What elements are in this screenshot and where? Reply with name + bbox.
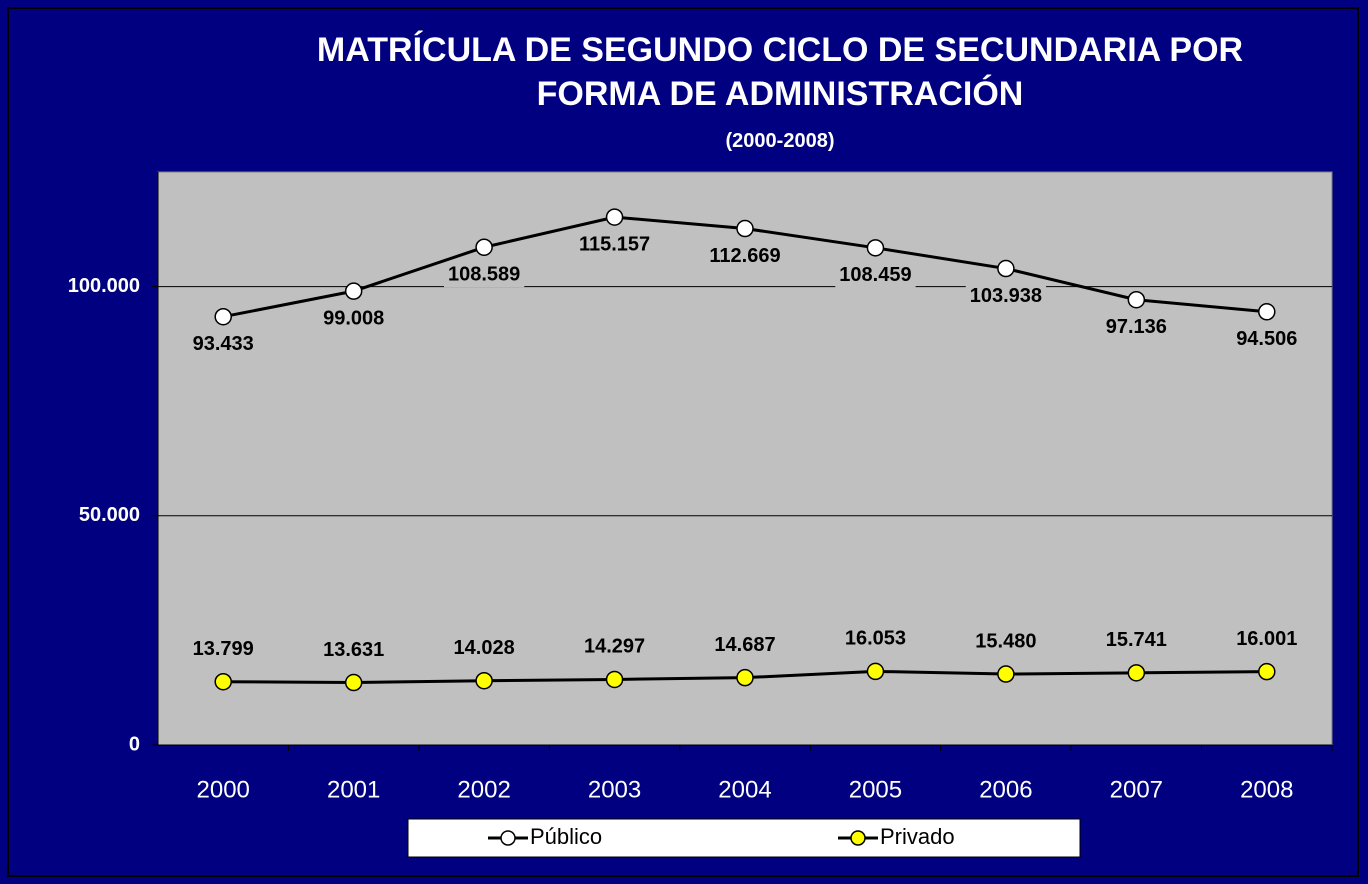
chart-border — [7, 7, 1359, 877]
point — [866, 662, 885, 681]
data-label: 99.008 — [323, 307, 384, 329]
x-tick-label: 2003 — [588, 776, 641, 803]
data-label: 15.741 — [1106, 629, 1167, 651]
x-tick-label: 2007 — [1110, 776, 1163, 803]
data-label: 94.506 — [1236, 328, 1297, 350]
legend-marker — [850, 830, 866, 846]
data-label: 15.480 — [975, 630, 1036, 652]
point — [866, 239, 885, 257]
data-label-bg — [319, 307, 389, 332]
point — [344, 282, 363, 300]
y-tick-label: 50.000 — [79, 504, 140, 526]
point — [475, 671, 493, 690]
point — [736, 219, 754, 238]
data-label-bg — [1232, 327, 1302, 352]
data-label-bg — [188, 637, 258, 662]
point — [214, 307, 232, 326]
point — [475, 238, 493, 256]
point — [997, 259, 1015, 278]
data-label-bg — [705, 244, 785, 269]
data-label: 93.433 — [193, 333, 254, 355]
data-label-bg — [1101, 315, 1171, 340]
data-label: 14.687 — [714, 634, 775, 656]
data-label: 14.297 — [584, 636, 645, 658]
data-label: 103.938 — [970, 285, 1042, 307]
y-tick-label: 100.000 — [68, 275, 140, 297]
point — [214, 672, 232, 691]
data-label-bg — [965, 284, 1047, 309]
data-label: 16.053 — [845, 628, 906, 650]
data-label-bg — [319, 638, 389, 663]
x-tick-label: 2002 — [457, 776, 510, 803]
x-tick-label: 2005 — [849, 776, 902, 803]
point — [1127, 290, 1146, 309]
legend-label: Privado — [880, 824, 955, 849]
x-tick-label: 2000 — [197, 776, 250, 803]
x-tick-label: 2008 — [1240, 776, 1293, 803]
data-label-bg — [449, 636, 519, 661]
data-label-bg — [443, 263, 525, 288]
data-label-bg — [1101, 628, 1171, 653]
data-label: 97.136 — [1106, 316, 1167, 338]
point — [736, 668, 754, 687]
data-label-bg — [971, 630, 1041, 655]
chart-title: MATRÍCULA DE SEGUNDO CICLO DE SECUNDARIA… — [316, 31, 1244, 113]
legend-label: Público — [530, 824, 602, 849]
data-label-bg — [1232, 627, 1302, 652]
point — [605, 208, 624, 226]
data-label: 14.028 — [454, 637, 515, 659]
data-label-bg — [579, 635, 650, 660]
data-label: 108.589 — [448, 264, 520, 286]
data-label-bg — [835, 263, 916, 288]
point — [1258, 662, 1276, 681]
data-label-bg — [710, 633, 780, 658]
data-label-bg — [188, 332, 258, 357]
data-label: 13.631 — [323, 639, 384, 661]
data-label: 13.799 — [193, 638, 254, 660]
x-tick-label: 2004 — [718, 776, 771, 803]
data-label-bg — [574, 233, 655, 258]
chart-subtitle: (2000-2008) — [725, 130, 835, 152]
point — [605, 670, 624, 689]
x-tick-label: 2006 — [979, 776, 1032, 803]
x-tick-label: 2001 — [327, 776, 380, 803]
point — [1127, 664, 1146, 682]
data-label: 115.157 — [579, 233, 650, 255]
legend-marker — [500, 830, 516, 846]
point — [997, 665, 1015, 683]
point — [1258, 303, 1276, 321]
data-label: 112.669 — [709, 245, 780, 267]
y-tick-label: 0 — [129, 733, 140, 755]
point — [344, 673, 363, 692]
data-label-bg — [840, 627, 911, 652]
data-label: 108.459 — [839, 264, 911, 286]
data-label: 16.001 — [1236, 628, 1297, 650]
